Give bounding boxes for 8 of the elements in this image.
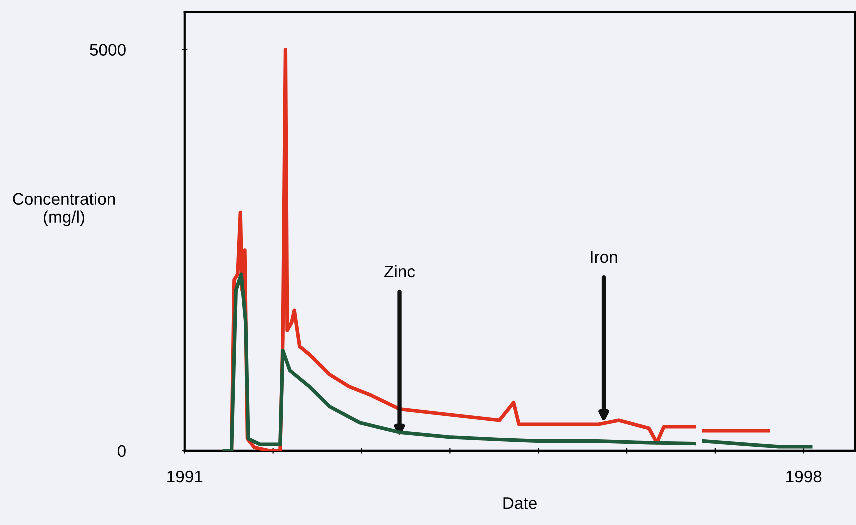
- y-tick-label: 5000: [90, 44, 126, 56]
- x-tick-label: 1991: [168, 470, 203, 483]
- x-tick-label: 1998: [786, 470, 822, 483]
- annotation: Iron: [591, 252, 618, 264]
- y-tick-label: 0: [118, 445, 126, 458]
- y-axis-title: Concentration (mg/l): [13, 192, 116, 226]
- annotation: Zinc: [384, 265, 416, 278]
- x-axis-title: Date: [504, 498, 537, 510]
